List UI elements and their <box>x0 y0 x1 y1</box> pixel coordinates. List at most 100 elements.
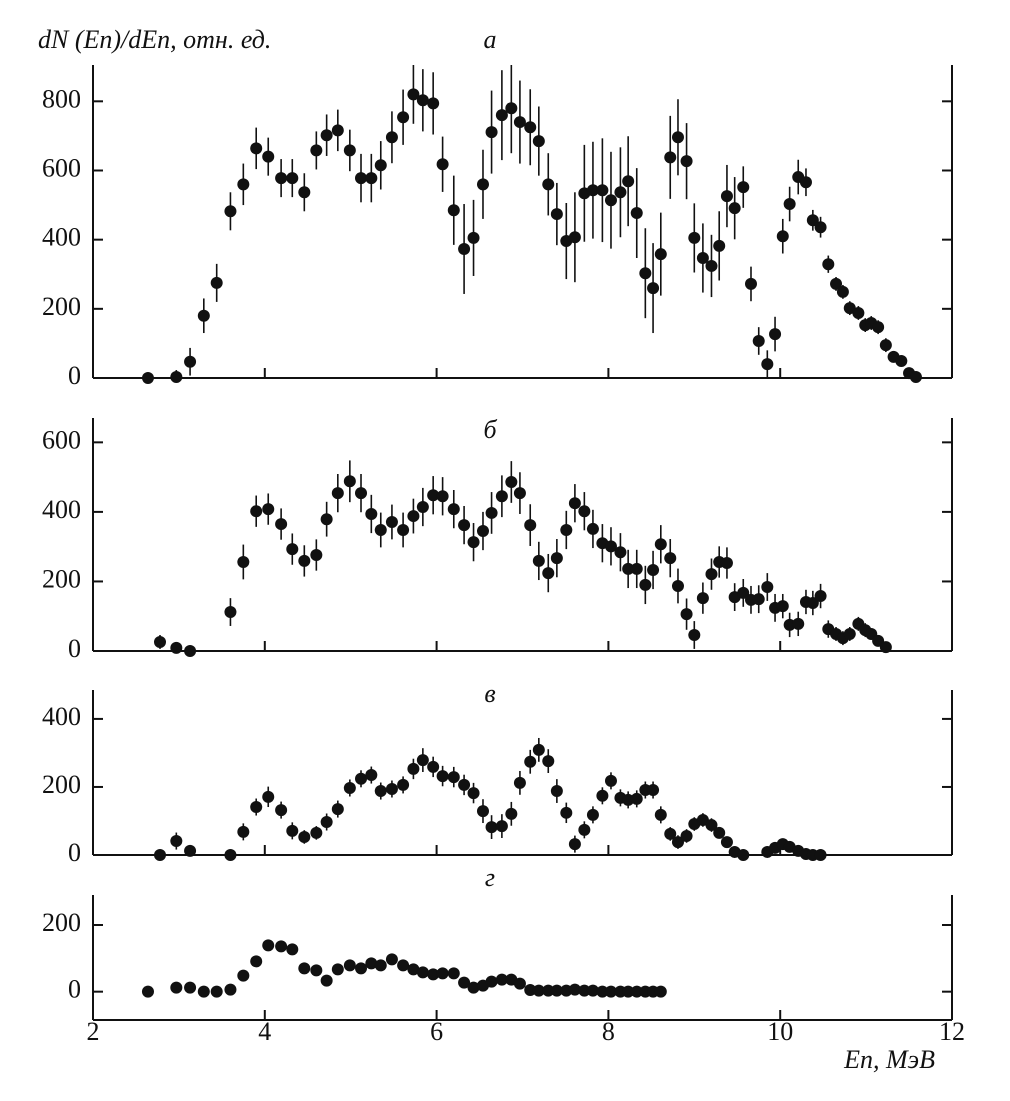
data-point <box>776 230 789 243</box>
data-point <box>843 627 856 640</box>
data-point <box>542 178 555 191</box>
data-point <box>542 755 555 768</box>
data-point <box>467 787 480 800</box>
data-point <box>568 497 581 510</box>
data-point <box>365 172 378 185</box>
data-point <box>705 259 718 272</box>
data-point <box>814 221 827 234</box>
data-point <box>458 976 471 989</box>
panel-label: в <box>484 679 495 708</box>
data-point <box>505 475 518 488</box>
data-point <box>476 805 489 818</box>
data-point <box>513 776 526 789</box>
data-point <box>664 552 677 565</box>
data-point <box>524 755 537 768</box>
data-point <box>436 158 449 171</box>
data-point <box>513 116 526 129</box>
data-point <box>310 144 323 157</box>
data-point <box>365 957 378 970</box>
data-point <box>560 806 573 819</box>
data-point <box>586 184 599 197</box>
data-point <box>822 258 835 271</box>
data-point <box>427 97 440 110</box>
data-point <box>365 769 378 782</box>
data-point <box>385 515 398 528</box>
data-point <box>550 984 563 997</box>
data-point <box>184 844 197 857</box>
data-point <box>467 536 480 549</box>
data-point <box>374 523 387 536</box>
data-point <box>331 803 344 816</box>
data-point <box>355 172 368 185</box>
data-point <box>298 962 311 975</box>
data-point <box>720 190 733 203</box>
y-tick-label: 400 <box>42 702 81 731</box>
data-point <box>705 819 718 832</box>
data-point <box>170 370 183 383</box>
data-point <box>830 277 843 290</box>
data-point <box>447 503 460 516</box>
data-point <box>680 155 693 168</box>
data-point <box>436 490 449 503</box>
data-point <box>275 804 288 817</box>
data-point <box>436 967 449 980</box>
data-point <box>761 358 774 371</box>
data-point <box>141 372 154 384</box>
data-point <box>407 510 420 523</box>
data-point <box>783 198 796 211</box>
data-point <box>298 554 311 567</box>
y-tick-label: 400 <box>42 223 81 252</box>
data-point <box>343 781 356 794</box>
data-point <box>524 519 537 532</box>
data-point <box>654 808 667 821</box>
data-point <box>720 836 733 849</box>
data-point <box>505 807 518 820</box>
data-point <box>647 784 660 797</box>
data-point <box>447 967 460 980</box>
data-point <box>836 285 849 298</box>
data-point <box>495 490 508 503</box>
data-point <box>416 966 429 979</box>
data-point <box>427 968 440 981</box>
data-point <box>275 940 288 953</box>
data-point <box>879 641 892 654</box>
data-point <box>485 126 498 139</box>
data-point <box>250 505 263 518</box>
data-point <box>237 825 250 838</box>
data-point <box>578 823 591 836</box>
data-point <box>639 578 652 591</box>
data-point <box>524 121 537 134</box>
data-point <box>275 172 288 185</box>
data-point <box>343 144 356 157</box>
data-point <box>586 808 599 821</box>
data-point <box>262 939 275 952</box>
y-tick-label: 600 <box>42 153 81 182</box>
data-point <box>550 785 563 798</box>
data-point <box>604 194 617 207</box>
data-point <box>184 645 197 657</box>
data-point <box>427 489 440 502</box>
data-point <box>688 231 701 244</box>
y-axis-label: dN (En)/dEn, отн. ед. <box>38 25 271 54</box>
data-point <box>476 178 489 191</box>
y-tick-label: 200 <box>42 908 81 937</box>
data-point <box>664 151 677 164</box>
data-point <box>458 519 471 532</box>
y-tick-label: 600 <box>42 425 81 454</box>
data-point <box>407 88 420 101</box>
data-point <box>524 984 537 996</box>
data-point <box>447 204 460 217</box>
data-point <box>485 975 498 988</box>
data-point <box>197 985 210 998</box>
data-point <box>654 248 667 261</box>
data-point <box>586 984 599 997</box>
data-point <box>170 835 183 848</box>
data-point <box>799 176 812 189</box>
data-point <box>596 184 609 197</box>
data-point <box>436 770 449 783</box>
data-point <box>752 593 765 606</box>
y-tick-label: 200 <box>42 292 81 321</box>
data-point <box>237 178 250 191</box>
data-point <box>604 540 617 553</box>
